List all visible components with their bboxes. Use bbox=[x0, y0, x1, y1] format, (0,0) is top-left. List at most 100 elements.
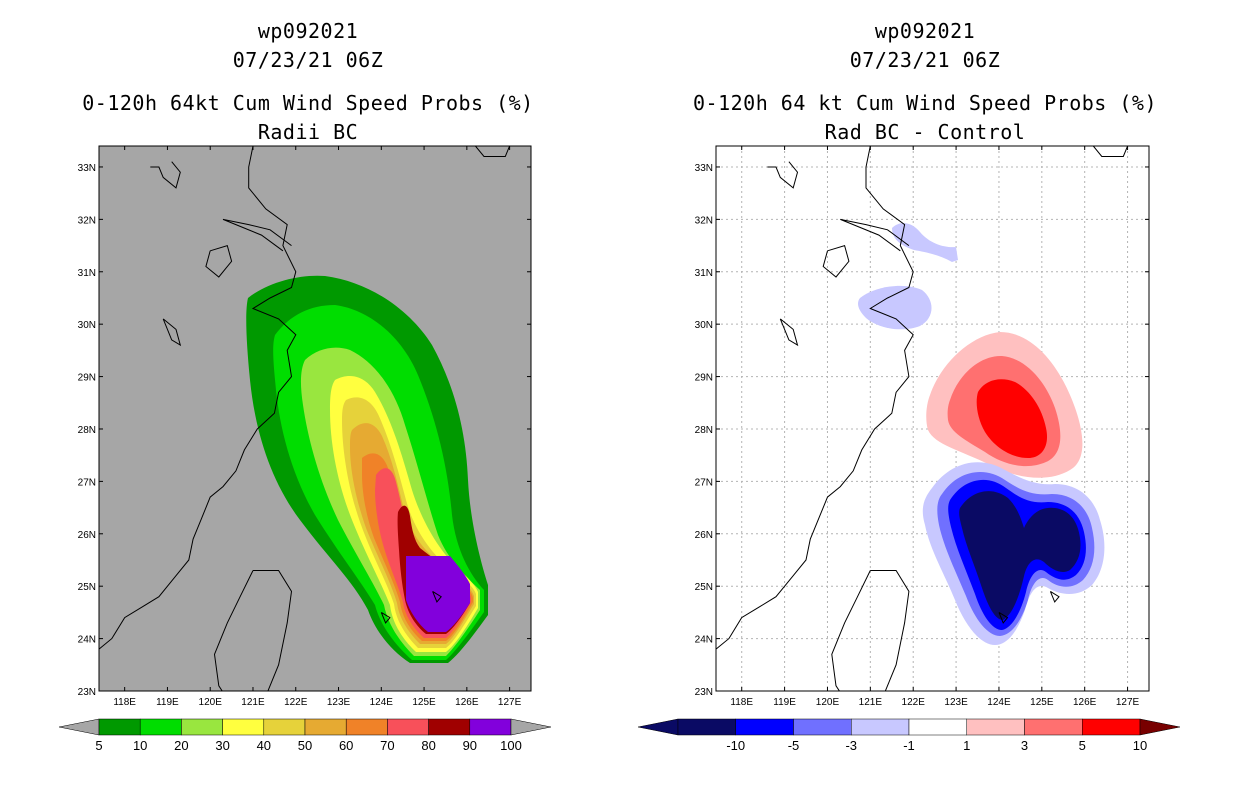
y-tick-label: 31N bbox=[78, 268, 96, 279]
colorbar-label: 1 bbox=[963, 738, 970, 753]
x-tick-label: 126E bbox=[1073, 697, 1097, 708]
x-tick-label: 121E bbox=[859, 697, 883, 708]
y-tick-label: 23N bbox=[695, 687, 713, 698]
x-tick-label: 118E bbox=[730, 697, 753, 708]
coastline-segment bbox=[840, 218, 910, 252]
colorbar-label: 50 bbox=[298, 738, 312, 753]
colorbar-swatch bbox=[851, 718, 910, 736]
anomaly-positive-5 bbox=[976, 379, 1048, 458]
chart-subtitle: Radii BC bbox=[257, 120, 359, 144]
y-tick-label: 32N bbox=[78, 215, 96, 226]
right-panel-title: wp092021 07/23/21 06Z 0-120h 64 kt Cum W… bbox=[665, 17, 1185, 147]
chart-title: 0-120h 64 kt Cum Wind Speed Probs (%) bbox=[692, 91, 1158, 115]
colorbar-swatch bbox=[345, 718, 388, 736]
x-tick-label: 123E bbox=[944, 697, 968, 708]
x-tick-label: 123E bbox=[327, 697, 351, 708]
y-tick-label: 29N bbox=[695, 373, 713, 384]
y-tick-label: 33N bbox=[78, 163, 96, 174]
coastline-segment bbox=[822, 244, 850, 278]
y-tick-label: 29N bbox=[78, 373, 96, 384]
colorbar-label: 60 bbox=[339, 738, 353, 753]
x-tick-label: 120E bbox=[199, 697, 223, 708]
x-tick-label: 119E bbox=[773, 697, 796, 708]
taiwan-outline bbox=[831, 570, 910, 691]
colorbar-label: 10 bbox=[1133, 738, 1147, 753]
y-tick-label: 33N bbox=[695, 163, 713, 174]
y-tick-label: 28N bbox=[695, 425, 713, 436]
colorbar-label: 90 bbox=[463, 738, 477, 753]
x-tick-label: 125E bbox=[412, 697, 436, 708]
y-tick-label: 24N bbox=[78, 635, 96, 646]
chart-subtitle: Rad BC - Control bbox=[824, 120, 1026, 144]
y-tick-label: 26N bbox=[78, 530, 96, 541]
x-tick-label: 126E bbox=[455, 697, 479, 708]
colorbar-swatch bbox=[428, 718, 471, 736]
colorbar-label: 40 bbox=[257, 738, 271, 753]
coastline-segment bbox=[432, 590, 442, 603]
right-map-panel: 118E 119E 120E 121E 122E 123E 124E 125E 126E 127E… bbox=[695, 145, 1150, 708]
date-label: 07/23/21 06Z bbox=[232, 48, 384, 72]
x-tick-label: 122E bbox=[902, 697, 926, 708]
coastline-segment bbox=[998, 611, 1009, 624]
colorbar-label: -3 bbox=[845, 738, 857, 753]
colorbar-swatch bbox=[908, 718, 967, 736]
y-tick-label: 28N bbox=[78, 425, 96, 436]
right-colorbar: -10 -5 -3 -1 1 3 5 10 bbox=[637, 718, 1181, 753]
colorbar-swatch bbox=[263, 718, 306, 736]
anomaly-negative-north-2 bbox=[892, 223, 958, 262]
taiwan-outline bbox=[213, 570, 293, 691]
colorbar-label: 5 bbox=[95, 738, 102, 753]
coastline-segment bbox=[150, 161, 181, 189]
colorbar-swatch bbox=[98, 718, 141, 736]
y-tick-label: 27N bbox=[695, 477, 713, 488]
y-tick-label: 23N bbox=[78, 687, 96, 698]
colorbar-label: -10 bbox=[726, 738, 745, 753]
x-tick-label: 127E bbox=[498, 697, 522, 708]
x-tick-label: 127E bbox=[1116, 697, 1140, 708]
left-map-frame bbox=[98, 145, 532, 692]
x-tick-label: 120E bbox=[816, 697, 840, 708]
colorbar-swatch bbox=[1082, 718, 1141, 736]
y-tick-label: 31N bbox=[695, 268, 713, 279]
colorbar-label: -5 bbox=[788, 738, 800, 753]
x-tick-label: 118E bbox=[113, 697, 136, 708]
x-tick-label: 124E bbox=[370, 697, 394, 708]
date-label: 07/23/21 06Z bbox=[849, 48, 1001, 72]
colorbar-over-arrow bbox=[1139, 718, 1181, 736]
x-tick-label: 125E bbox=[1030, 697, 1054, 708]
x-tick-label: 122E bbox=[284, 697, 308, 708]
coastline-segment bbox=[475, 146, 511, 157]
colorbar-label: 30 bbox=[215, 738, 229, 753]
y-tick-label: 30N bbox=[78, 320, 96, 331]
right-map-frame bbox=[715, 145, 1150, 692]
colorbar-swatch bbox=[181, 718, 223, 736]
colorbar-swatch bbox=[222, 718, 265, 736]
colorbar-swatch bbox=[793, 718, 852, 736]
right-map-axes: 118E 119E 120E 121E 122E 123E 124E 125E 126E 127E… bbox=[695, 146, 1149, 708]
coastline-segment bbox=[222, 218, 292, 252]
colorbar-label: 10 bbox=[133, 738, 147, 753]
coastline bbox=[99, 146, 511, 691]
colorbar-label: 5 bbox=[1079, 738, 1086, 753]
left-map-axes: 118E 119E 120E 121E 122E 123E 124E 125E 126E 127E… bbox=[78, 146, 531, 708]
anomaly-negative-10 bbox=[959, 491, 1081, 620]
colorbar-label: 70 bbox=[380, 738, 394, 753]
colorbar-label: 20 bbox=[174, 738, 188, 753]
colorbar-swatch bbox=[139, 718, 182, 736]
colorbar-swatch bbox=[469, 718, 512, 736]
coastline-segment bbox=[99, 146, 297, 650]
coastline-segment bbox=[162, 318, 182, 347]
anomaly-negative-north-1 bbox=[858, 285, 932, 330]
chart-title: 0-120h 64kt Cum Wind Speed Probs (%) bbox=[82, 91, 534, 115]
y-tick-label: 25N bbox=[78, 582, 96, 593]
colorbar-label: 100 bbox=[500, 738, 522, 753]
left-colorbar: 5 10 20 30 40 50 60 70 80 90 100 bbox=[58, 718, 552, 753]
coastline-segment bbox=[1049, 590, 1060, 603]
left-panel-title: wp092021 07/23/21 06Z 0-120h 64kt Cum Wi… bbox=[48, 17, 568, 147]
y-tick-label: 32N bbox=[695, 215, 713, 226]
colorbar-over-arrow bbox=[510, 718, 552, 736]
colorbar-label: 3 bbox=[1021, 738, 1028, 753]
x-tick-label: 119E bbox=[156, 697, 179, 708]
colorbar-label: 80 bbox=[421, 738, 435, 753]
storm-id-label: wp092021 bbox=[257, 19, 359, 43]
